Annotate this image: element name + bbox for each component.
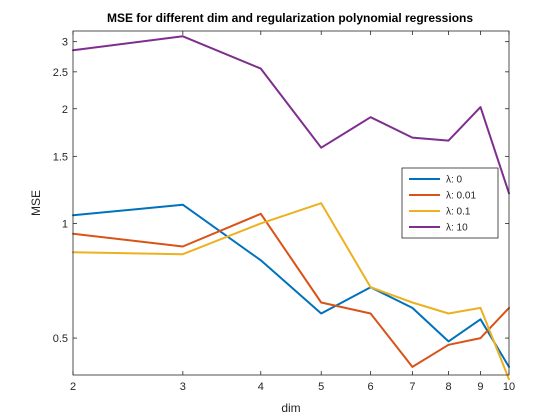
x-tick-label: 4 [258,381,264,393]
y-axis-label: MSE [29,190,43,216]
y-tick-label: 2 [62,104,68,116]
chart-title: MSE for different dim and regularization… [107,11,473,25]
x-tick-label: 5 [318,381,324,393]
plot-area-frame [72,30,510,376]
x-tick-label: 9 [477,381,483,393]
x-tick-label: 8 [445,381,451,393]
series-line-3 [72,35,510,195]
y-tick-label: 0.5 [53,333,68,345]
x-tick-label: 2 [70,381,76,393]
x-tick-label: 10 [503,381,515,393]
y-tick-label: 1.5 [53,151,68,163]
series-line-2 [72,202,510,381]
legend-label-2: λ: 0.1 [446,207,471,218]
legend-label-0: λ: 0 [446,175,463,186]
y-tick-label: 2.5 [53,67,68,79]
legend: λ: 0 λ: 0.01 λ: 0.1 λ: 10 [401,167,499,239]
series-line-1 [72,212,510,368]
x-axis-label: dim [281,401,300,415]
y-tick-label: 1 [62,218,68,230]
x-tick-label: 7 [409,381,415,393]
legend-label-1: λ: 0.01 [446,191,476,202]
y-tick-label: 3 [62,37,68,49]
legend-label-3: λ: 10 [446,223,468,234]
x-tick-label: 3 [180,381,186,393]
x-tick-label: 6 [368,381,374,393]
